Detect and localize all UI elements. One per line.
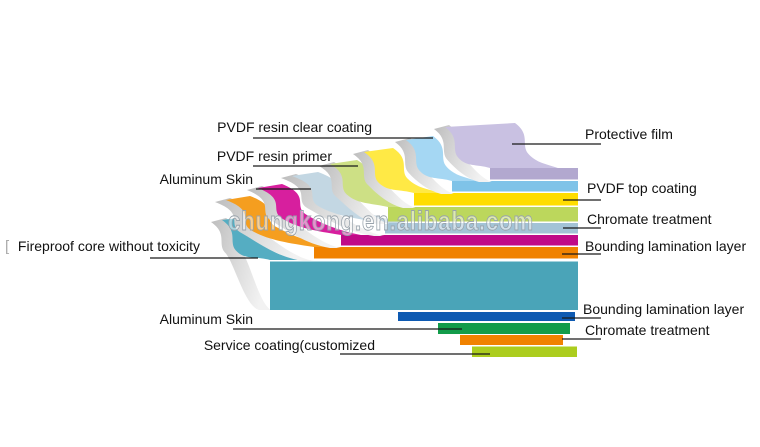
label-bounding-lamination-bottom: Bounding lamination layer: [583, 301, 744, 317]
core-side: [211, 218, 272, 310]
label-protective-film: Protective film: [585, 126, 673, 142]
label-service-coating: Service coating(customized: [204, 337, 375, 353]
label-pvdf-resin-primer: PVDF resin primer: [217, 148, 332, 164]
layer-light-blue-side: [395, 138, 454, 194]
layer-bottom-blue: [398, 312, 575, 321]
watermark: chungkong.en.alibaba.com: [228, 206, 534, 236]
layer-light-blue-wave: [406, 136, 477, 181]
layer-magenta-wave: [258, 184, 361, 235]
layer-magenta-side: [247, 186, 341, 248]
layer-orange-band: [314, 247, 578, 259]
layer-lavender-side: [434, 125, 492, 182]
label-fireproof-core: Fireproof core without toxicity: [18, 238, 200, 254]
layer-bottom-green: [438, 323, 570, 334]
layer-orange-wave: [226, 196, 334, 247]
layer-yellow-band: [414, 193, 578, 206]
label-aluminum-skin-bottom: Aluminum Skin: [160, 311, 253, 327]
layer-lime-side: [319, 162, 390, 224]
layer-light-blue-band: [452, 181, 578, 192]
layer-orange-side: [215, 198, 314, 261]
label-aluminum-skin-top: Aluminum Skin: [160, 171, 253, 187]
layer-lime-band: [388, 207, 578, 222]
label-pvdf-resin-clear-coating: PVDF resin clear coating: [217, 119, 372, 135]
layer-lavender-wave: [445, 123, 558, 168]
layer-blue-gray-wave: [292, 172, 407, 223]
layer-lime-wave: [330, 160, 413, 207]
layer-magenta-band: [341, 235, 578, 246]
layer-bottom-lime: [472, 346, 577, 357]
label-chromate-treatment-bottom: Chromate treatment: [585, 322, 710, 338]
layer-bottom-orange: [460, 335, 563, 345]
layer-blue-gray-band: [385, 223, 578, 234]
label-chromate-treatment-top: Chromate treatment: [587, 211, 712, 227]
label-bounding-lamination-top: Bounding lamination layer: [585, 238, 746, 254]
core-face: [270, 261, 578, 310]
layer-lavender-band: [490, 168, 578, 180]
layer-yellow-wave: [364, 148, 441, 193]
label-pvdf-top-coating: PVDF top coating: [587, 180, 697, 196]
left-edge-mark: [: [5, 238, 10, 255]
layer-yellow-side: [353, 150, 416, 208]
